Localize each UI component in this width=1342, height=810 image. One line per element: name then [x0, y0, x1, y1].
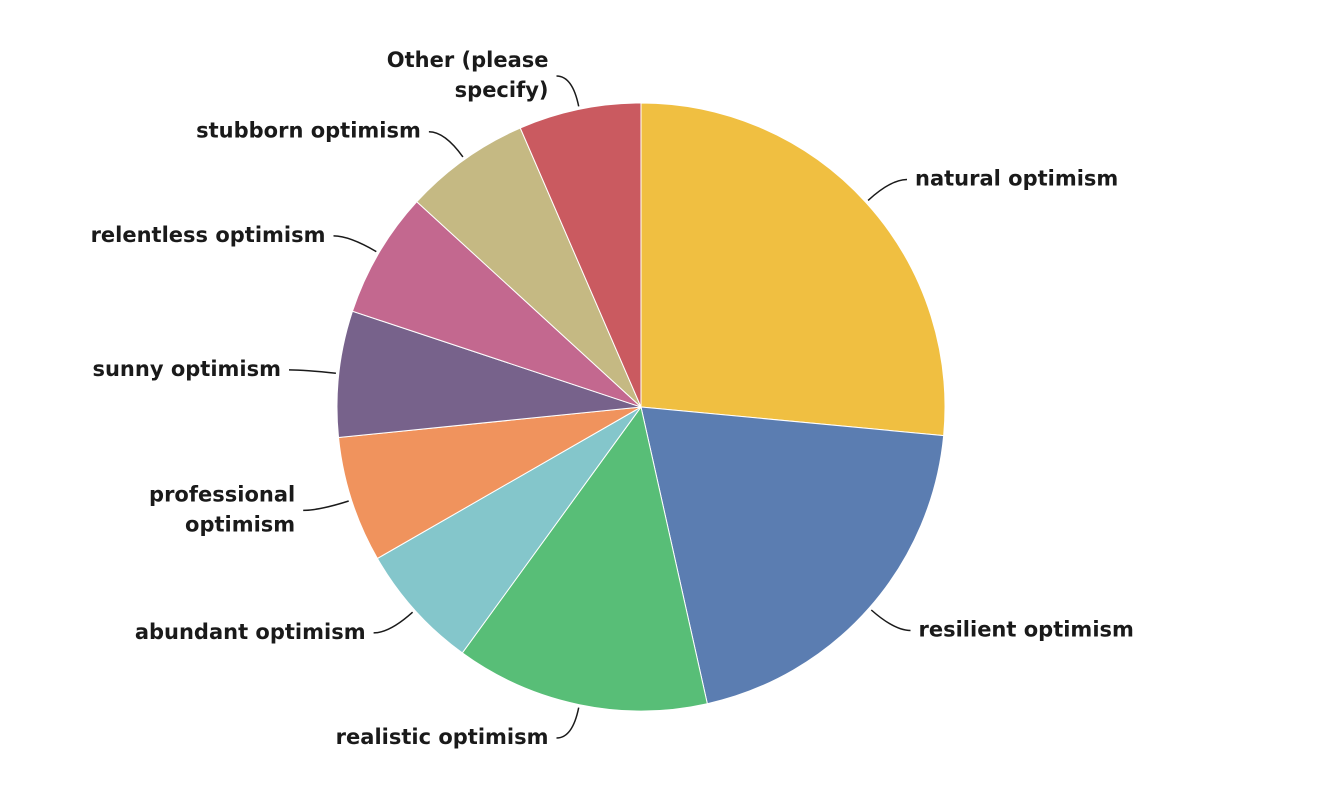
pie-slices: [336, 102, 946, 712]
label-professional-optimism: professional optimism: [149, 482, 295, 536]
leader-line-abundant-optimism: [373, 611, 414, 634]
label-stubborn-optimism: stubborn optimism: [196, 119, 421, 143]
slice-realistic-optimism: [461, 405, 708, 712]
slice-stubborn-optimism: [416, 127, 642, 408]
label-line-other-please-specify-1: specify): [455, 78, 549, 102]
leader-line-sunny-optimism: [288, 369, 336, 375]
label-line-relentless-optimism-0: relentless optimism: [91, 223, 326, 247]
leader-line-realistic-optimism: [556, 707, 580, 739]
slice-resilient-optimism: [640, 406, 945, 705]
label-other-please-specify: Other (please specify): [387, 48, 549, 102]
label-line-other-please-specify-0: Other (please: [387, 48, 549, 72]
label-line-abundant-optimism-0: abundant optimism: [135, 620, 366, 644]
slice-other-please-specify: [519, 102, 642, 408]
slice-relentless-optimism: [351, 200, 642, 408]
leader-line-stubborn-optimism: [428, 130, 464, 158]
label-resilient-optimism: resilient optimism: [919, 618, 1134, 642]
leader-line-natural-optimism: [867, 178, 908, 201]
label-abundant-optimism: abundant optimism: [135, 620, 366, 644]
label-natural-optimism: natural optimism: [915, 167, 1118, 191]
slice-natural-optimism: [640, 102, 946, 437]
slice-labels: natural optimism resilient optimism realis…: [91, 48, 1134, 749]
label-line-professional-optimism-0: professional: [149, 482, 295, 506]
label-line-natural-optimism-0: natural optimism: [915, 167, 1118, 191]
label-sunny-optimism: sunny optimism: [92, 357, 281, 381]
label-line-professional-optimism-1: optimism: [185, 512, 295, 536]
label-relentless-optimism: relentless optimism: [91, 223, 326, 247]
label-line-resilient-optimism-0: resilient optimism: [919, 618, 1134, 642]
label-line-stubborn-optimism-0: stubborn optimism: [196, 119, 421, 143]
label-realistic-optimism: realistic optimism: [336, 725, 549, 749]
leader-lines: [288, 75, 911, 739]
leader-line-other-please-specify: [556, 75, 580, 107]
slice-professional-optimism: [337, 406, 642, 560]
label-line-sunny-optimism-0: sunny optimism: [92, 357, 281, 381]
leader-line-resilient-optimism: [870, 609, 911, 632]
leader-line-professional-optimism: [303, 500, 349, 512]
slice-sunny-optimism: [336, 310, 642, 439]
slice-abundant-optimism: [376, 406, 642, 654]
leader-line-relentless-optimism: [333, 235, 377, 253]
label-line-realistic-optimism-0: realistic optimism: [336, 725, 549, 749]
